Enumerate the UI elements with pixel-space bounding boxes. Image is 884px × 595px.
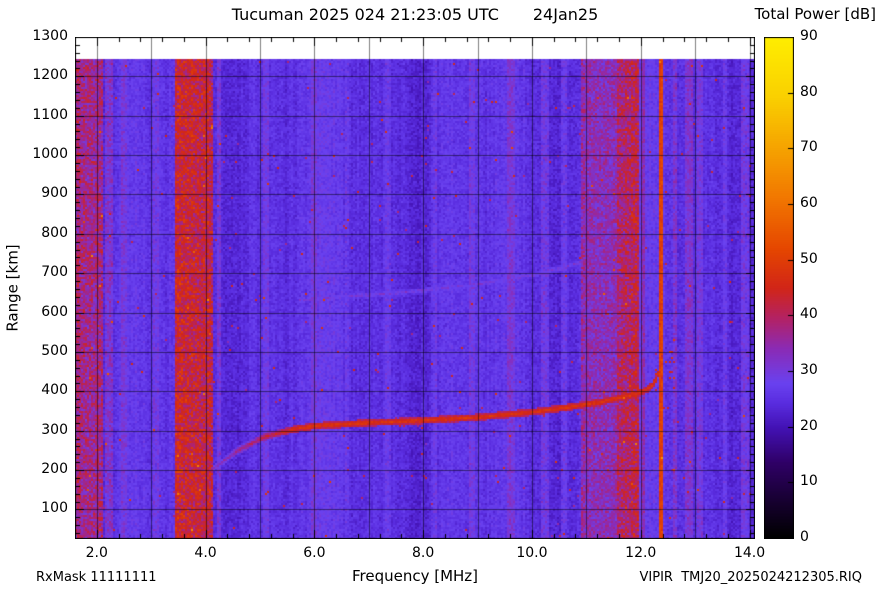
data-file-label: VIPIR TMJ20_2025024212305.RIQ: [639, 570, 863, 585]
x-tick-label: 10.0: [516, 545, 548, 561]
colorbar-tick-label: 60: [800, 195, 818, 211]
y-tick-label: 600: [41, 303, 68, 320]
y-tick-label: 800: [41, 224, 68, 241]
y-tick-label: 700: [41, 264, 68, 281]
y-tick-label: 100: [41, 500, 68, 517]
y-tick-label: 500: [41, 342, 68, 359]
colorbar-tick-label: 50: [800, 250, 818, 267]
colorbar-tick-label: 70: [800, 139, 818, 156]
colorbar-tick-label: 80: [800, 83, 818, 100]
y-tick-label: 1000: [32, 146, 68, 163]
y-tick-label: 1300: [32, 28, 68, 44]
x-tick-label: 6.0: [303, 545, 326, 561]
colorbar-tick-label: 40: [800, 306, 818, 323]
x-tick-label: 8.0: [412, 545, 435, 561]
colorbar-tick-label: 20: [800, 417, 818, 434]
colorbar-tick-label: 30: [800, 362, 818, 378]
rxmask-label: RxMask 11111111: [36, 570, 157, 585]
y-tick-label: 200: [41, 461, 68, 478]
x-tick-label: 14.0: [733, 545, 766, 561]
colorbar-canvas: [764, 37, 794, 539]
colorbar-title: Total Power [dB]: [754, 5, 876, 23]
x-tick-label: 2.0: [85, 545, 108, 561]
y-tick-label: 1100: [32, 106, 68, 123]
y-tick-label: 400: [41, 382, 68, 399]
x-tick-label: 12.0: [625, 545, 657, 561]
x-tick-label: 4.0: [194, 545, 217, 561]
plot-title: Tucuman 2025 024 21:23:05 UTC: [231, 5, 499, 24]
colorbar-tick-label: 0: [800, 529, 809, 545]
x-axis-label: Frequency [MHz]: [351, 567, 479, 585]
y-tick-label: 900: [41, 185, 68, 202]
ionogram-canvas: [75, 37, 755, 539]
colorbar-tick-label: 10: [800, 473, 818, 490]
title-row: Tucuman 2025 024 21:23:05 UTC 24Jan25: [75, 5, 755, 24]
y-tick-label: 1200: [32, 67, 68, 84]
colorbar-tick-label: 90: [800, 28, 818, 44]
y-tick-label: 300: [41, 421, 68, 438]
plot-date: 24Jan25: [532, 5, 599, 24]
